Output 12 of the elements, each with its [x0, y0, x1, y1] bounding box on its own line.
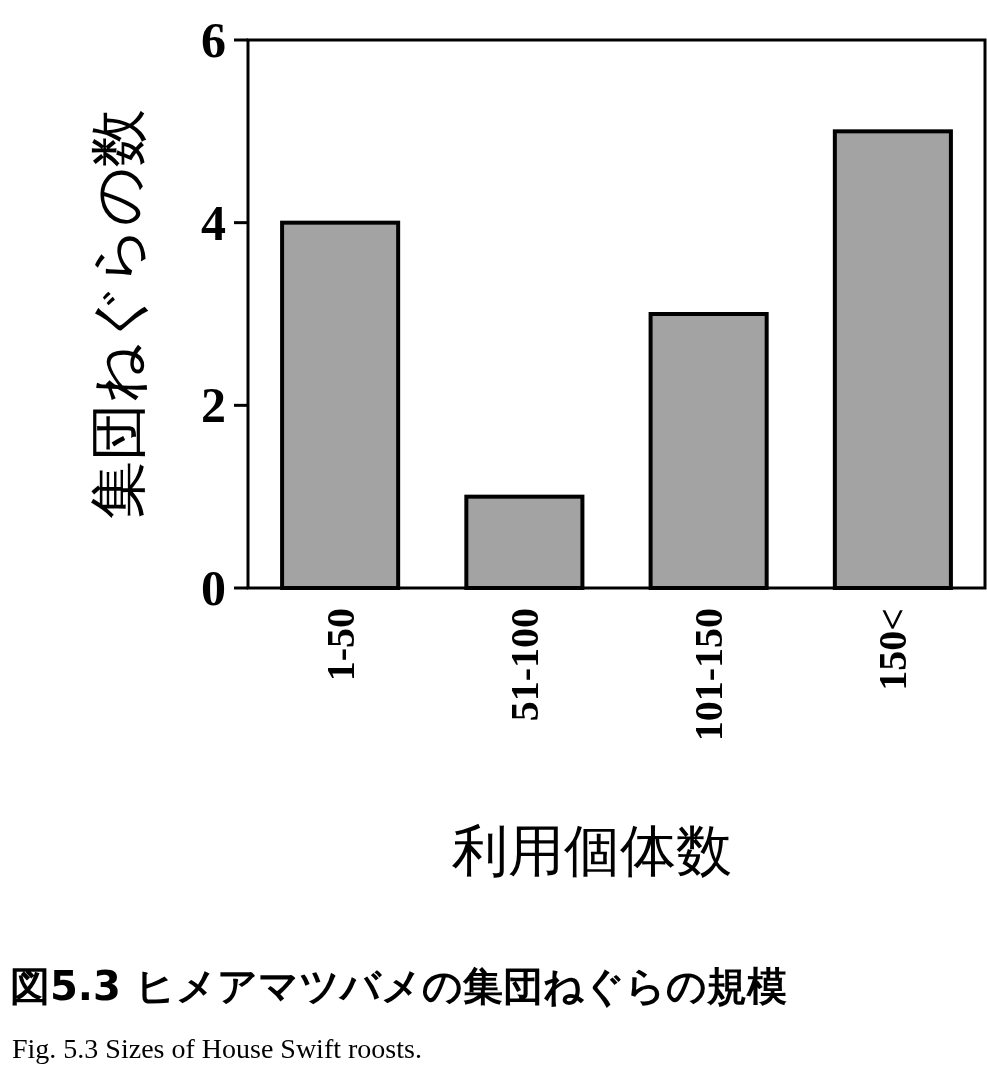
x-tick-label: 150< [870, 608, 916, 691]
y-tick-label: 2 [201, 377, 226, 434]
x-axis-title: 利用個体数 [451, 818, 732, 883]
y-tick-label: 0 [201, 560, 226, 616]
x-tick-label: 51-100 [501, 608, 547, 722]
x-tick-label: 101-150 [686, 608, 732, 742]
y-tick-label: 4 [201, 194, 226, 251]
text: 図5.3 ヒメアマツバメの集団ねぐらの規模 [10, 963, 787, 1009]
caption: Fig. 5.3 Sizes of House Swift roosts. [12, 1033, 422, 1064]
y-axis-title: 集団ねぐらの数 [84, 109, 152, 519]
y-tick-label: 6 [201, 12, 226, 68]
x-tick-label: 1-50 [317, 608, 363, 682]
